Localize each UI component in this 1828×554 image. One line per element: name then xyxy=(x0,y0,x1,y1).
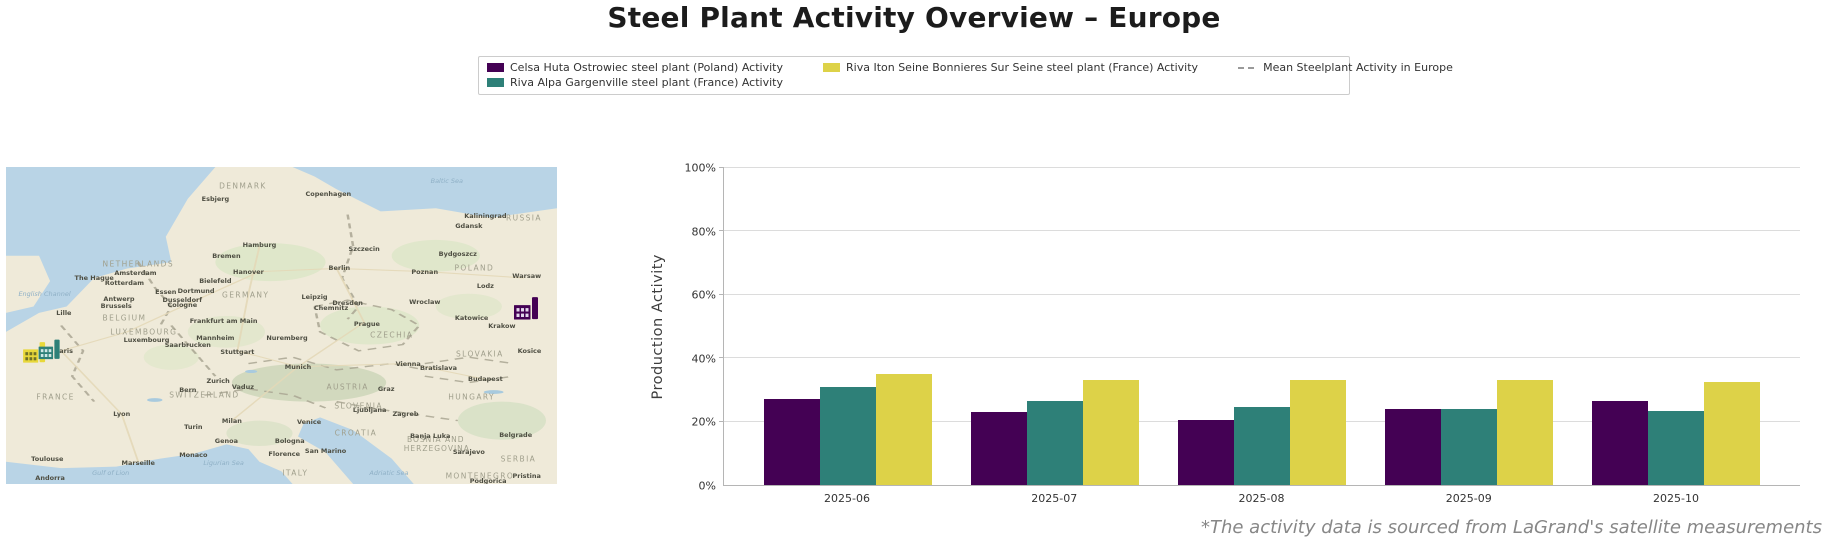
legend-item-0: Celsa Huta Ostrowiec steel plant (Poland… xyxy=(487,60,783,75)
x-tick-label-2025-08: 2025-08 xyxy=(1238,492,1285,505)
bar-group-2025-10 xyxy=(1592,168,1760,485)
y-tick-mark xyxy=(719,357,724,359)
bar xyxy=(1027,401,1083,485)
bar xyxy=(1592,401,1648,485)
bar xyxy=(764,399,820,485)
y-tick-label-80: 80% xyxy=(691,225,716,239)
bar xyxy=(1704,381,1760,485)
bar-group-2025-06 xyxy=(764,168,932,485)
bar xyxy=(1234,407,1290,485)
bar xyxy=(1290,380,1346,485)
legend-label: Mean Steelplant Activity in Europe xyxy=(1263,61,1453,74)
legend-item-1: Riva Alpa Gargenville steel plant (Franc… xyxy=(487,75,783,90)
bar-group-2025-08 xyxy=(1178,168,1346,485)
bar-group-2025-09 xyxy=(1385,168,1553,485)
x-axis-ticks: 2025-06 2025-07 2025-08 2025-09 2025-10 xyxy=(723,492,1800,505)
x-tick-label-2025-06: 2025-06 xyxy=(824,492,870,505)
legend-item-2: Riva Iton Seine Bonnieres Sur Seine stee… xyxy=(823,60,1198,75)
gridline-60 xyxy=(724,293,1800,295)
europe-map[interactable]: DENMARK RUSSIA NETHERLANDS POLAND GERMANY BEL… xyxy=(6,167,557,484)
gridline-80 xyxy=(724,230,1800,232)
bar xyxy=(1648,410,1704,485)
gridline-40 xyxy=(724,357,1800,359)
y-tick-label-40: 40% xyxy=(691,352,716,366)
x-tick-label-2025-07: 2025-07 xyxy=(1031,492,1078,505)
y-tick-label-20: 20% xyxy=(691,415,716,429)
y-axis-title: Production Activity xyxy=(650,254,666,400)
bar xyxy=(1083,380,1139,485)
y-tick-label-100: 100% xyxy=(684,161,716,175)
chart-bars xyxy=(724,168,1800,485)
legend-dashed-line-icon xyxy=(1238,66,1258,69)
legend-label: Riva Iton Seine Bonnieres Sur Seine stee… xyxy=(846,61,1199,74)
y-tick-mark xyxy=(719,230,724,232)
y-tick-mark xyxy=(719,167,724,168)
bar xyxy=(820,386,876,485)
legend-swatch-icon xyxy=(823,63,840,72)
bar xyxy=(971,412,1027,485)
chart-legend: Celsa Huta Ostrowiec steel plant (Poland… xyxy=(478,56,1453,95)
legend-swatch-icon xyxy=(487,78,504,87)
bar xyxy=(1441,408,1497,485)
x-tick-label-2025-09: 2025-09 xyxy=(1445,492,1492,505)
y-tick-mark xyxy=(719,420,724,422)
activity-bar-chart xyxy=(719,167,1800,486)
bar xyxy=(1497,380,1553,485)
factory-marker-icon[interactable] xyxy=(38,339,62,364)
factory-marker-icon[interactable] xyxy=(513,296,540,324)
y-tick-label-60: 60% xyxy=(691,288,716,302)
gridline-100 xyxy=(724,167,1800,168)
legend-swatch-icon xyxy=(487,63,504,72)
map-geography xyxy=(6,167,557,484)
x-tick-label-2025-10: 2025-10 xyxy=(1653,492,1699,505)
y-tick-label-0: 0% xyxy=(698,479,716,493)
legend-label: Riva Alpa Gargenville steel plant (Franc… xyxy=(510,76,783,89)
bar xyxy=(1385,408,1441,485)
bar xyxy=(1178,420,1234,485)
legend-item-3: Mean Steelplant Activity in Europe xyxy=(1238,60,1453,75)
data-source-footnote: *The activity data is sourced from LaGra… xyxy=(1200,517,1822,538)
y-tick-mark xyxy=(719,293,724,295)
page-title: Steel Plant Activity Overview – Europe xyxy=(607,1,1221,34)
bar xyxy=(876,374,932,485)
bar-group-2025-07 xyxy=(971,168,1139,485)
legend-label: Celsa Huta Ostrowiec steel plant (Poland… xyxy=(510,61,783,74)
